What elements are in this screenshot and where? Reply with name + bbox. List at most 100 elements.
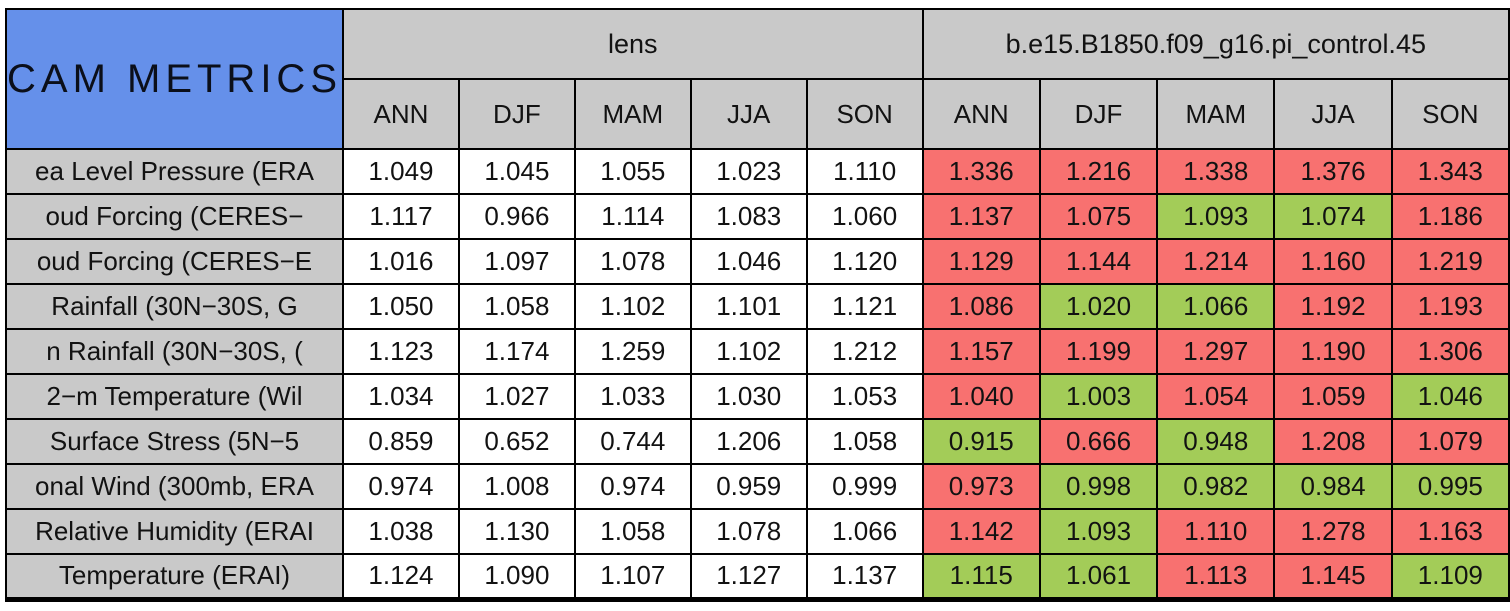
metric-label: Relative Humidity (ERAI — [5, 508, 344, 555]
lens-value-cell: 1.053 — [805, 373, 924, 420]
control-value-cell: 1.160 — [1273, 238, 1393, 285]
metric-label: 2−m Temperature (Wil — [5, 373, 344, 420]
lens-value-cell: 1.023 — [689, 148, 808, 195]
lens-value-cell: 1.259 — [573, 328, 692, 375]
season-header-control-djf: DJF — [1038, 78, 1159, 150]
lens-value-cell: 1.058 — [457, 283, 576, 330]
control-value-cell: 1.093 — [1156, 193, 1276, 240]
lens-value-cell: 1.060 — [805, 193, 924, 240]
control-value-cell: 1.142 — [921, 508, 1041, 555]
season-header-control-ann: ANN — [921, 78, 1041, 150]
season-header-lens-mam: MAM — [573, 78, 692, 150]
control-value-cell: 1.061 — [1038, 553, 1159, 600]
table-title: CAM METRICS — [5, 8, 344, 150]
lens-value-cell: 0.652 — [457, 418, 576, 465]
lens-value-cell: 1.174 — [457, 328, 576, 375]
control-value-cell: 0.948 — [1156, 418, 1276, 465]
lens-value-cell: 0.999 — [805, 463, 924, 510]
lens-value-cell: 0.974 — [573, 463, 692, 510]
lens-value-cell: 0.744 — [573, 418, 692, 465]
metric-row: ea Level Pressure (ERA 1.049 1.045 1.055 1.0… — [5, 148, 1510, 195]
lens-value-cell: 1.046 — [689, 238, 808, 285]
control-value-cell: 1.145 — [1273, 553, 1393, 600]
control-value-cell: 1.157 — [921, 328, 1041, 375]
control-value-cell: 1.190 — [1273, 328, 1393, 375]
control-value-cell: 1.216 — [1038, 148, 1159, 195]
lens-value-cell: 1.101 — [689, 283, 808, 330]
control-value-cell: 1.040 — [921, 373, 1041, 420]
lens-value-cell: 1.058 — [573, 508, 692, 555]
metric-row: n Rainfall (30N−30S, (1.123 1.174 1.259 1.1… — [5, 328, 1510, 375]
control-value-cell: 1.199 — [1038, 328, 1159, 375]
control-value-cell: 1.046 — [1390, 373, 1510, 420]
control-value-cell: 1.186 — [1390, 193, 1510, 240]
control-value-cell: 1.086 — [921, 283, 1041, 330]
lens-value-cell: 1.102 — [689, 328, 808, 375]
control-value-cell: 1.093 — [1038, 508, 1159, 555]
metric-label: onal Wind (300mb, ERA — [5, 463, 344, 510]
control-value-cell: 1.192 — [1273, 283, 1393, 330]
control-value-cell: 1.066 — [1156, 283, 1276, 330]
lens-value-cell: 1.090 — [457, 553, 576, 600]
lens-value-cell: 1.078 — [573, 238, 692, 285]
season-header-control-son: SON — [1390, 78, 1510, 150]
season-header-control-jja: JJA — [1273, 78, 1393, 150]
control-value-cell: 1.338 — [1156, 148, 1276, 195]
lens-value-cell: 1.206 — [689, 418, 808, 465]
control-value-cell: 0.915 — [921, 418, 1041, 465]
season-header-lens-son: SON — [805, 78, 924, 150]
lens-value-cell: 0.959 — [689, 463, 808, 510]
lens-value-cell: 1.027 — [457, 373, 576, 420]
lens-value-cell: 1.050 — [342, 283, 460, 330]
season-header-lens-ann: ANN — [342, 78, 460, 150]
metric-label: n Rainfall (30N−30S, ( — [5, 328, 344, 375]
control-value-cell: 1.193 — [1390, 283, 1510, 330]
season-header-control-mam: MAM — [1156, 78, 1276, 150]
lens-value-cell: 1.121 — [805, 283, 924, 330]
metric-label: oud Forcing (CERES−E — [5, 238, 344, 285]
lens-value-cell: 1.123 — [342, 328, 460, 375]
lens-value-cell: 1.016 — [342, 238, 460, 285]
metric-label: ea Level Pressure (ERA — [5, 148, 344, 195]
control-value-cell: 0.995 — [1390, 463, 1510, 510]
table-header: CAM METRICS lens b.e15.B1850.f09_g16.pi_… — [5, 8, 1510, 150]
lens-value-cell: 1.045 — [457, 148, 576, 195]
metric-row: oud Forcing (CERES−E 1.016 1.097 1.078 1.046… — [5, 238, 1510, 285]
control-value-cell: 1.020 — [1038, 283, 1159, 330]
metric-row: Surface Stress (5N−5 0.859 0.652 0.744 1.206… — [5, 418, 1510, 465]
lens-value-cell: 1.097 — [457, 238, 576, 285]
lens-value-cell: 1.102 — [573, 283, 692, 330]
control-value-cell: 0.973 — [921, 463, 1041, 510]
group-header-lens: lens — [342, 8, 924, 80]
lens-value-cell: 1.117 — [342, 193, 460, 240]
control-value-cell: 1.059 — [1273, 373, 1393, 420]
lens-value-cell: 0.974 — [342, 463, 460, 510]
group-header-control-run: b.e15.B1850.f09_g16.pi_control.45 — [921, 8, 1510, 80]
lens-value-cell: 1.033 — [573, 373, 692, 420]
lens-value-cell: 1.083 — [689, 193, 808, 240]
lens-value-cell: 0.859 — [342, 418, 460, 465]
control-value-cell: 0.666 — [1038, 418, 1159, 465]
control-value-cell: 1.113 — [1156, 553, 1276, 600]
control-value-cell: 1.336 — [921, 148, 1041, 195]
metric-row: onal Wind (300mb, ERA 0.974 1.008 0.974 0.95… — [5, 463, 1510, 510]
lens-value-cell: 1.034 — [342, 373, 460, 420]
control-value-cell: 0.984 — [1273, 463, 1393, 510]
metric-row: Rainfall (30N−30S, G 1.050 1.058 1.102 1.101… — [5, 283, 1510, 330]
control-value-cell: 0.982 — [1156, 463, 1276, 510]
lens-value-cell: 1.055 — [573, 148, 692, 195]
control-value-cell: 1.214 — [1156, 238, 1276, 285]
control-value-cell: 1.074 — [1273, 193, 1393, 240]
control-value-cell: 1.306 — [1390, 328, 1510, 375]
metric-label: oud Forcing (CERES− — [5, 193, 344, 240]
season-header-row: ANN DJF MAM JJA SON ANN DJF MAM JJA SON — [6, 78, 1510, 150]
control-value-cell: 1.208 — [1273, 418, 1393, 465]
control-value-cell: 1.297 — [1156, 328, 1276, 375]
metric-row: 2−m Temperature (Wil 1.034 1.027 1.033 1.030… — [5, 373, 1510, 420]
group-header-row: CAM METRICS lens b.e15.B1850.f09_g16.pi_… — [5, 8, 1510, 150]
metric-row: oud Forcing (CERES− 1.117 0.966 1.114 1.083 1… — [5, 193, 1510, 240]
lens-value-cell: 1.049 — [342, 148, 460, 195]
cam-metrics-table: CAM METRICS lens b.e15.B1850.f09_g16.pi_… — [5, 8, 1510, 602]
control-value-cell: 1.163 — [1390, 508, 1510, 555]
lens-value-cell: 1.030 — [689, 373, 808, 420]
